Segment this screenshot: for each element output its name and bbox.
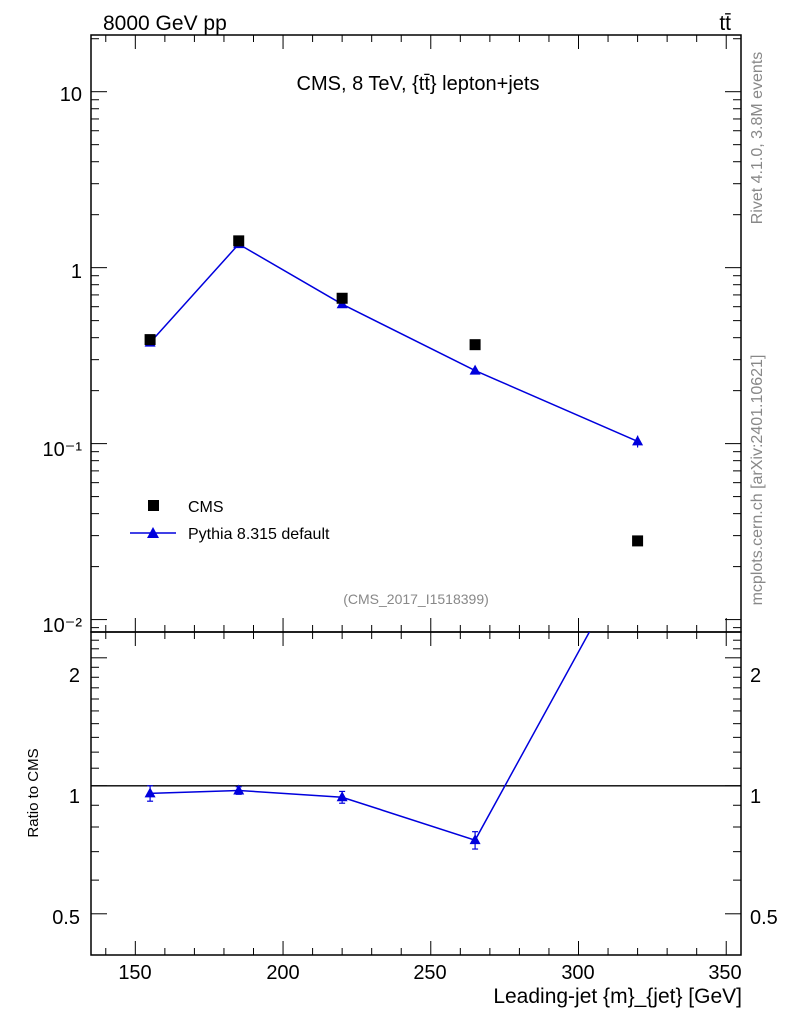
main-ytick-label-1: 1 bbox=[71, 261, 82, 283]
ratio-ytick-label-right-1: 1 bbox=[750, 786, 761, 808]
x-axis-title: Leading-jet {m}_{jet} [GeV] bbox=[493, 985, 742, 1008]
mcplots-label: mcplots.cern.ch [arXiv:2401.10621] bbox=[749, 355, 766, 606]
xtick-label-350: 350 bbox=[708, 962, 741, 984]
cms-data-point bbox=[233, 235, 245, 247]
main-chart-marks bbox=[144, 235, 644, 547]
legend-cms-label: CMS bbox=[188, 499, 224, 516]
ratio-ytick-label-right-0.5: 0.5 bbox=[750, 907, 778, 929]
ratio-chart-marks bbox=[91, 632, 741, 850]
mc-series-line bbox=[149, 243, 638, 443]
ratio-point bbox=[336, 791, 348, 802]
ratio-series-line bbox=[150, 632, 591, 842]
energy-label: 8000 GeV pp bbox=[103, 12, 227, 35]
legend-mc-marker bbox=[147, 527, 159, 538]
xtick-label-150: 150 bbox=[118, 962, 151, 984]
ratio-point bbox=[469, 834, 481, 845]
mc-point bbox=[469, 364, 481, 375]
ratio-ytick-label-right-2: 2 bbox=[750, 665, 761, 687]
main-ytick-label-10: 10 bbox=[60, 84, 82, 106]
ratio-ytick-label-0.5: 0.5 bbox=[52, 907, 80, 929]
cms-data-point bbox=[336, 292, 348, 304]
ratio-ytick-label-2: 2 bbox=[69, 665, 80, 687]
legend-mc-label: Pythia 8.315 default bbox=[188, 526, 330, 543]
main-axis-ticks bbox=[91, 35, 741, 632]
ratio-axis-ticks bbox=[91, 631, 741, 956]
ratio-point bbox=[233, 784, 245, 795]
process-label: tt̄ bbox=[719, 12, 731, 35]
ratio-plot-frame bbox=[90, 631, 742, 956]
cms-data-point bbox=[144, 334, 156, 346]
xtick-label-200: 200 bbox=[266, 962, 299, 984]
legend-cms-marker bbox=[148, 500, 159, 511]
ratio-point bbox=[144, 787, 156, 798]
cms-data-point bbox=[469, 339, 481, 351]
mc-point bbox=[632, 435, 644, 446]
cms-data-point bbox=[632, 535, 644, 547]
main-ytick-label-0.01: 10⁻² bbox=[43, 615, 83, 637]
ratio-y-axis-title: Ratio to CMS bbox=[25, 748, 42, 837]
main-ytick-label-0.1: 10⁻¹ bbox=[43, 439, 83, 461]
ratio-ytick-label-1: 1 bbox=[69, 786, 80, 808]
xtick-label-300: 300 bbox=[561, 962, 594, 984]
main-chart-title: CMS, 8 TeV, {tt̄} lepton+jets bbox=[297, 73, 540, 95]
rivet-label: Rivet 4.1.0, 3.8M events bbox=[749, 52, 766, 225]
xtick-label-250: 250 bbox=[413, 962, 446, 984]
analysis-watermark: (CMS_2017_I1518399) bbox=[343, 591, 489, 607]
